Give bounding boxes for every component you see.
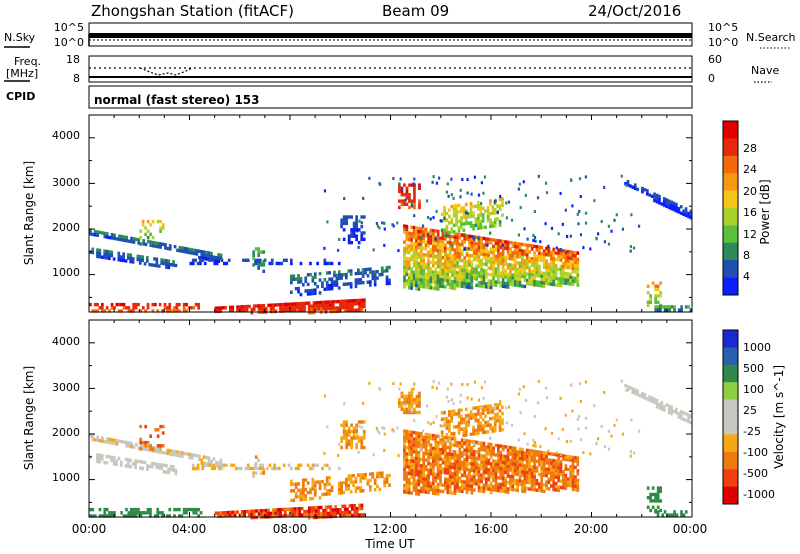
freq-trace <box>89 67 692 78</box>
nsky-tick-bottom: 10^0 <box>54 36 84 49</box>
freq-tick-top: 18 <box>66 53 80 66</box>
velocity-panel: 1000 2000 3000 4000 Slant Range [km] <box>22 319 693 520</box>
xaxis-label: Time UT <box>364 537 415 551</box>
power-cbar-tick-12: 12 <box>743 228 757 241</box>
velocity-cbar-tick-25: 25 <box>743 404 757 417</box>
nsearch-tick-top: 10^5 <box>708 21 738 34</box>
cpid-text: normal (fast stereo) 153 <box>94 93 260 107</box>
velocity-data-cells <box>89 379 693 520</box>
velocity-colorbar-frame <box>722 329 739 505</box>
power-cbar-tick-4: 4 <box>743 270 750 283</box>
freq-panel <box>88 55 693 83</box>
power-ytick-1000: 1000 <box>52 266 80 279</box>
beam-label: Beam 09 <box>382 2 449 20</box>
velocity-cbar-tick-neg100: -100 <box>743 446 768 459</box>
power-ytick-3000: 3000 <box>52 176 80 189</box>
power-ticks <box>88 114 693 312</box>
velocity-cbar-tick-neg25: -25 <box>743 425 761 438</box>
xtick-1600: 16:00 <box>474 522 509 536</box>
velocity-axes-frame <box>88 319 693 518</box>
nsky-tick-top: 10^5 <box>54 21 84 34</box>
power-cbar-tick-24: 24 <box>743 163 757 176</box>
power-cbar-tick-20: 20 <box>743 185 757 198</box>
power-cbar-tick-28: 28 <box>743 142 757 155</box>
velocity-cbar-tick-100: 100 <box>743 383 764 396</box>
velocity-ytick-3000: 3000 <box>52 381 80 394</box>
nave-label: Nave <box>751 64 779 77</box>
velocity-cbar-tick-1000: 1000 <box>743 341 771 354</box>
xtick-0400: 04:00 <box>172 522 207 536</box>
power-colorbar-frame <box>722 120 739 296</box>
power-colorbar-label: Power [dB] <box>758 179 772 244</box>
power-panel: 1000 2000 3000 4000 Slant Range [km] <box>22 114 693 315</box>
velocity-cbar-tick-neg1000: -1000 <box>743 488 775 501</box>
freq-label-top: Freq. <box>14 55 41 68</box>
velocity-colorbar: 1000 500 100 25 -25 -100 -500 -1000 Velo… <box>722 329 786 505</box>
power-data-cells <box>89 174 693 315</box>
velocity-ytick-4000: 4000 <box>52 335 80 348</box>
power-colorbar: 4 8 12 16 20 24 28 Power [dB] <box>722 120 772 296</box>
xtick-0000: 00:00 <box>72 522 107 536</box>
power-ytick-2000: 2000 <box>52 221 80 234</box>
freq-tick-bottom: 8 <box>73 72 80 85</box>
velocity-ytick-1000: 1000 <box>52 471 80 484</box>
power-cbar-tick-8: 8 <box>743 249 750 262</box>
power-ytick-4000: 4000 <box>52 129 80 142</box>
xtick-2400: 00:00 <box>673 522 708 536</box>
velocity-cbar-tick-neg500: -500 <box>743 467 768 480</box>
date-label: 24/Oct/2016 <box>588 2 681 20</box>
power-cbar-tick-16: 16 <box>743 206 757 219</box>
xtick-2000: 20:00 <box>574 522 609 536</box>
cpid-label: CPID <box>6 90 35 103</box>
power-colorbar-cells <box>723 121 738 296</box>
xtick-1200: 12:00 <box>373 522 408 536</box>
nsearch-label: N.Search <box>746 31 796 44</box>
power-ylabel: Slant Range [km] <box>22 161 36 265</box>
velocity-colorbar-cells <box>723 330 738 505</box>
velocity-ytick-2000: 2000 <box>52 426 80 439</box>
velocity-colorbar-label: Velocity [m s^-1] <box>772 365 786 469</box>
nsky-trace <box>88 33 692 46</box>
freq-label-bottom: [MHz] <box>6 67 38 80</box>
nsky-label: N.Sky <box>4 31 36 44</box>
nave-tick-top: 60 <box>708 53 722 66</box>
nave-tick-bottom: 0 <box>708 72 715 85</box>
station-title: Zhongshan Station (fitACF) <box>91 2 294 20</box>
cpid-panel <box>88 85 693 109</box>
velocity-ticks <box>88 319 693 517</box>
velocity-cbar-tick-500: 500 <box>743 362 764 375</box>
velocity-ylabel: Slant Range [km] <box>22 366 36 470</box>
xtick-0800: 08:00 <box>273 522 308 536</box>
nsearch-tick-bottom: 10^0 <box>708 36 738 49</box>
